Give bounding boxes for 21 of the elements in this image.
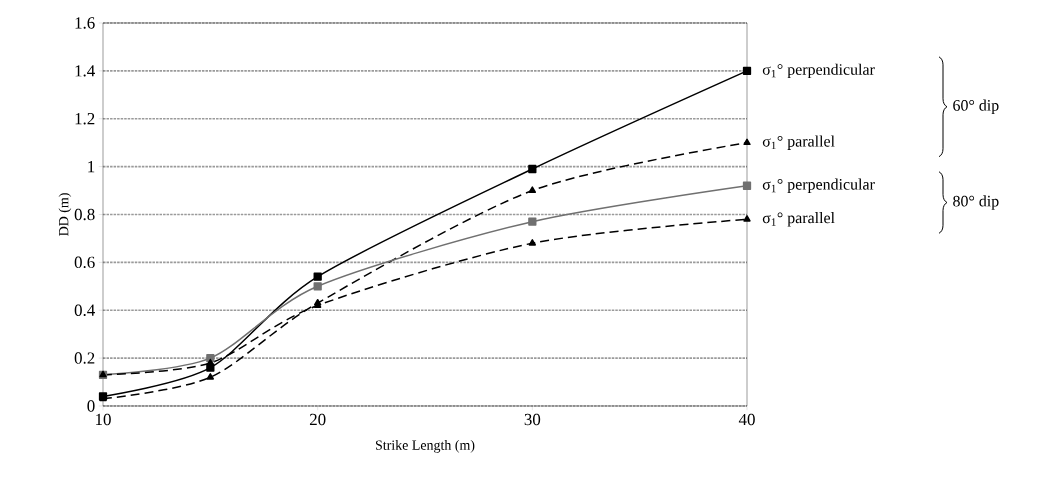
y-tick-label: 1.2 [75, 113, 95, 125]
text: 60° dip [953, 99, 999, 114]
text: 80° dip [953, 195, 999, 210]
y-tick-label: 1.4 [75, 65, 95, 77]
series-label: σ$_{1}$° perpendicular [762, 178, 875, 193]
series-label: σ$_{1}$° perpendicular [762, 63, 875, 79]
x-tick-label: 30 [524, 413, 541, 426]
series-label: σ$_{1}$° parallel [762, 212, 835, 227]
y-tick-label: 0.8 [74, 208, 95, 221]
x-tick-label: 40 [738, 413, 755, 426]
y-tick-label: 1 [88, 161, 95, 173]
y-tick-label: 0.2 [74, 352, 95, 364]
y-axis-title: DD (m) [58, 193, 72, 236]
series-label: σ$_{1}$° parallel [762, 135, 835, 150]
x-tick-label: 10 [96, 413, 111, 426]
y-tick-label: 0 [87, 400, 95, 412]
x-axis-title: Strike Length (m) [375, 440, 475, 453]
y-tick-label: 1.6 [75, 17, 95, 29]
y-tick-label: 0.4 [74, 304, 95, 316]
x-tick-label: 20 [309, 413, 326, 426]
y-tick-label: 0.6 [74, 256, 95, 269]
